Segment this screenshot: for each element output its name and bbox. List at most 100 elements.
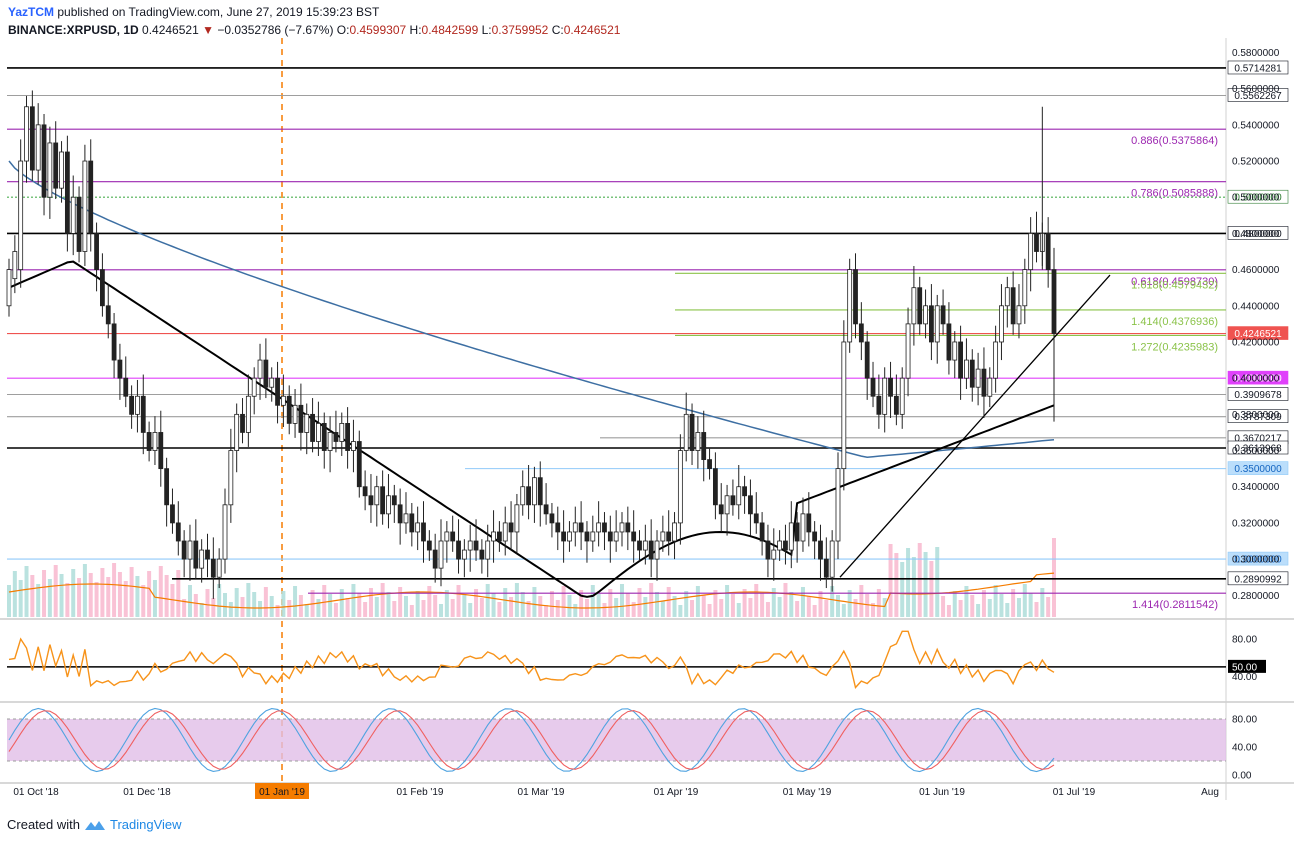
candle [952,331,958,379]
candle-body [625,522,631,533]
candle [514,493,520,554]
volume-bar [158,566,163,617]
candle [613,510,619,552]
publisher-name[interactable]: YazTCM [8,5,55,19]
level-fib-label: 1.272(0.4235983) [1131,341,1218,353]
candle [263,338,269,399]
volume-bar [760,593,765,617]
candle-body [1016,305,1022,325]
candle-body [572,522,578,533]
candle-body [333,432,339,442]
level-badge-label: 0.3909678 [1234,390,1282,401]
volume-bar [135,576,140,617]
candle-body [240,413,245,433]
candle-body [923,305,928,325]
candle-body [672,522,677,542]
candle [549,503,555,538]
candle [94,222,99,292]
candle [333,410,339,453]
level-fib-label: 1.414(0.2811542) [1132,599,1218,611]
candle-body [683,413,689,451]
candle [245,374,251,447]
volume-bar [193,594,198,617]
candle-body [12,251,18,280]
candle [450,515,456,552]
candle [794,512,800,563]
volume-bar [795,601,800,617]
candle [520,470,526,516]
candle [812,521,818,560]
candle-body [613,531,619,542]
candle [730,479,736,516]
candle [286,385,292,435]
volume-bar [538,596,543,617]
candle-body [777,540,783,551]
volume-bar [579,590,584,617]
volume-bar [333,603,338,617]
candle-body [187,540,193,560]
volume-bar [47,579,52,617]
candle [205,533,210,578]
candle-body [111,323,117,361]
candle-body [467,540,473,551]
candle-body [175,522,181,542]
volume-bar [65,583,70,617]
candle-body [345,422,351,451]
volume-bar [217,584,222,617]
volume-bar [468,603,473,617]
candle-body [386,495,391,515]
candle [567,521,572,552]
volume-bar [946,605,951,617]
volume-bar [690,600,695,617]
candle [993,325,999,393]
candle-body [485,540,491,560]
volume-bar [398,587,403,617]
candle-body [47,142,53,198]
candle [397,488,403,545]
candle-body [964,359,969,379]
candle [362,470,368,511]
volume-bar [462,594,467,617]
price-tick-label: 0.5800000 [1232,48,1280,59]
volume-bar [847,590,852,617]
candle-body [292,404,298,424]
candle [724,484,730,536]
candle-body [64,151,70,234]
price-axis: 0.5714281 0.5562267 0.5000000 0.4800000 0.42… [1227,48,1289,602]
candle-body [391,495,397,506]
ascending-trendline [839,274,1111,578]
rsi-line [8,630,1055,689]
candle-body [899,377,905,415]
volume-bar [865,594,870,617]
time-tick-label: Aug [1201,787,1219,798]
volume-bar [835,595,840,617]
candle-body [129,395,134,415]
candle [847,258,853,353]
candle-body [210,558,216,578]
candle-body [450,531,456,542]
tradingview-brand[interactable]: TradingView [109,817,182,832]
level-badge-label: 0.3670217 [1234,433,1282,444]
candle-body [193,540,199,569]
candle-body [234,413,240,451]
candle [257,343,263,400]
candle-body [532,477,537,506]
volume-bar [88,573,93,617]
candle [853,253,858,339]
level-badge-label: 0.4800000 [1234,229,1282,240]
volume-bar [240,597,245,617]
volume-bar [567,595,572,617]
stoch-rsi-pane: 80.00 40.00 0.00 [7,707,1257,782]
candle [467,524,473,572]
candle [864,331,870,400]
volume-bar [252,592,257,617]
candle-body [170,504,175,524]
candle [123,356,129,408]
price-tick-label: 0.4600000 [1232,265,1280,276]
candle-body [245,395,251,433]
volume-bar [911,557,916,617]
candle [870,361,876,408]
down-triangle-icon: ▼ [202,23,214,37]
